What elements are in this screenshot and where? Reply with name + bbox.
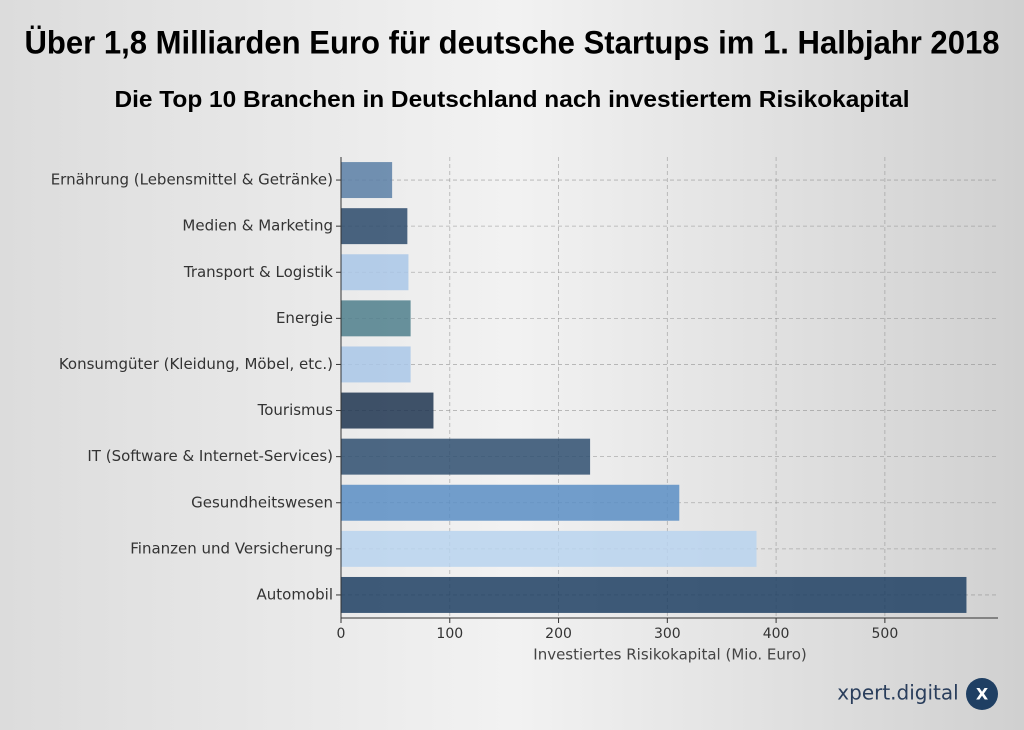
bar — [341, 208, 408, 245]
x-tick-label: 200 — [545, 626, 572, 642]
x-axis-label: Investiertes Risikokapital (Mio. Euro) — [533, 646, 806, 664]
y-tick-label: Transport & Logistik — [183, 263, 333, 281]
bar — [341, 438, 591, 475]
bar — [341, 576, 967, 613]
y-tick-label: Gesundheitswesen — [191, 493, 333, 511]
brand: xpert.digital — [837, 681, 958, 705]
brand-logo-letter: X — [976, 685, 989, 704]
chart-subtitle: Die Top 10 Branchen in Deutschland nach … — [115, 86, 910, 112]
bar — [341, 484, 680, 521]
x-tick-label: 400 — [763, 626, 790, 642]
chart-title: Über 1,8 Milliarden Euro für deutsche St… — [25, 24, 1000, 60]
bar — [341, 254, 409, 291]
y-tick-label: Ernährung (Lebensmittel & Getränke) — [51, 171, 333, 189]
x-tick-label: 100 — [436, 626, 463, 642]
bar — [341, 530, 757, 567]
brand-logo — [966, 678, 998, 710]
x-tick-label: 300 — [654, 626, 681, 642]
y-tick-label: Konsumgüter (Kleidung, Möbel, etc.) — [59, 355, 333, 373]
y-tick-label: IT (Software & Internet-Services) — [87, 447, 333, 465]
bar — [341, 392, 434, 429]
y-tick-label: Medien & Marketing — [182, 217, 333, 235]
y-tick-label: Automobil — [257, 585, 333, 603]
y-tick-label: Energie — [276, 309, 333, 327]
bar — [341, 346, 411, 383]
bar — [341, 300, 411, 337]
x-tick-label: 500 — [872, 626, 899, 642]
x-tick-label: 0 — [337, 626, 346, 642]
bar — [341, 162, 393, 199]
y-tick-label: Tourismus — [257, 401, 334, 419]
y-tick-label: Finanzen und Versicherung — [130, 539, 333, 557]
